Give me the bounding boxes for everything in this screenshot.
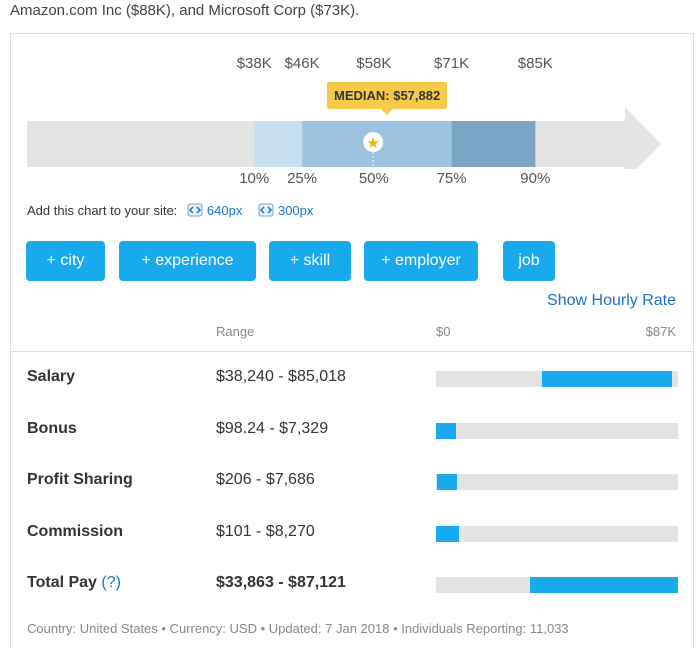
median-marker — [363, 132, 384, 152]
embed-640-link[interactable]: 640px — [206, 203, 243, 218]
pay-range-bar-fill — [436, 474, 458, 490]
intro-text: Amazon.com Inc ($88K), and Microsoft Cor… — [10, 2, 360, 19]
pay-row-label: Profit Sharing — [27, 471, 133, 489]
percentile-value-label: $85K — [517, 55, 553, 72]
embed-row: Add this chart to your site: 640px 300px — [27, 203, 313, 218]
percentile-chart-svg: ★ — [27, 107, 661, 169]
percentile-label: 50% — [358, 170, 389, 187]
percentile-band-10-25 — [254, 121, 303, 167]
percentile-label: 90% — [520, 170, 551, 187]
add-city-button[interactable]: + city — [26, 241, 105, 281]
pay-card: ★ $38K $46K $58K $71K $85K MEDIAN: $57,882 1… — [10, 33, 694, 648]
median-tooltip: MEDIAN: $57,882 — [327, 82, 448, 115]
scale-min-label: $0 — [436, 324, 451, 339]
percentile-value-label: $38K — [236, 55, 272, 72]
pay-range-bar-track — [436, 525, 678, 542]
percentile-chart: ★ $38K $46K $58K $71K $85K MEDIAN: $57,882 1… — [11, 34, 695, 204]
percentile-value-label: $71K — [434, 55, 470, 72]
percentile-value-label: $58K — [356, 55, 392, 72]
add-experience-button[interactable]: + experience — [119, 241, 256, 281]
pay-row-label-text: Commission — [27, 522, 124, 540]
pay-row-label-text: Bonus — [27, 419, 77, 437]
embed-300-link[interactable]: 300px — [277, 203, 314, 218]
pay-row-label: Salary — [27, 368, 75, 386]
help-link[interactable]: (?) — [101, 574, 121, 591]
footer-meta: Country: United States • Currency: USD •… — [27, 621, 569, 636]
pay-range-bar-fill — [530, 577, 678, 593]
percentile-label: 25% — [287, 170, 318, 187]
add-skill-button[interactable]: + skill — [269, 241, 351, 281]
pay-row-label-text: Total Pay — [27, 574, 97, 591]
embed-code-icon — [187, 203, 203, 217]
percentile-label: 10% — [239, 170, 270, 187]
pay-range-bar-fill — [436, 525, 459, 542]
pay-row-label: Bonus — [27, 420, 77, 438]
show-hourly-rate-link[interactable]: Show Hourly Rate — [547, 292, 676, 309]
range-header: Range — [216, 324, 255, 339]
pay-row-range: $98.24 - $7,329 — [216, 419, 329, 437]
pay-range-bar-track — [436, 371, 678, 387]
pay-row-label-text: Profit Sharing — [27, 471, 133, 488]
pay-row-range: $206 - $7,686 — [216, 471, 315, 488]
embed-label: Add this chart to your site: — [27, 203, 178, 218]
pay-range-bar-track — [436, 577, 678, 593]
median-star-icon: ★ — [366, 134, 379, 152]
job-button[interactable]: job — [503, 241, 555, 281]
pay-row-range: $38,240 - $85,018 — [216, 368, 346, 385]
table-divider — [11, 351, 693, 352]
pay-row-label-text: Salary — [27, 368, 76, 385]
percentile-band-75-90 — [451, 121, 536, 167]
embed-code-icon — [258, 203, 274, 217]
pay-range-bar-fill — [436, 422, 457, 439]
pay-row-label: Total Pay (?) — [27, 574, 121, 592]
pay-range-bar-track — [436, 422, 678, 439]
add-employer-button[interactable]: + employer — [364, 241, 478, 281]
scale-max-label: $87K — [645, 324, 676, 339]
pay-row-range: $101 - $8,270 — [216, 522, 315, 540]
pay-row-range: $33,863 - $87,121 — [216, 574, 346, 591]
pay-range-bar-fill — [542, 371, 673, 387]
pay-row-label: Commission — [27, 523, 123, 541]
percentile-value-label: $46K — [284, 55, 320, 72]
percentile-label: 75% — [436, 170, 467, 187]
pay-range-bar-track — [436, 474, 678, 490]
